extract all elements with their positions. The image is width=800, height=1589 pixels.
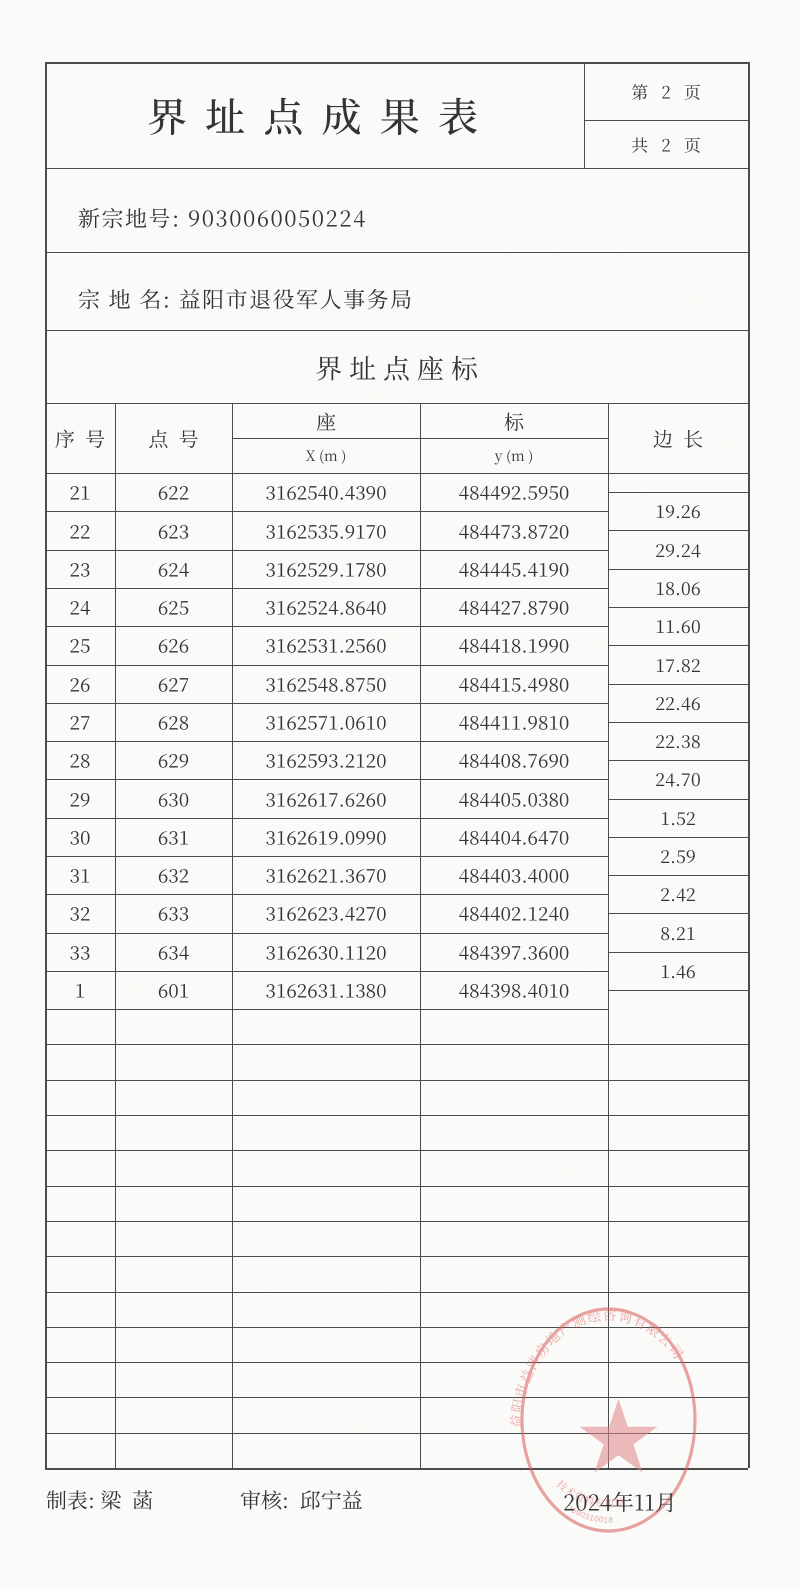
svg-text:益阳市益涔房地产测绘咨询有限公司: 益阳市益涔房地产测绘咨询有限公司 [510, 1305, 689, 1429]
